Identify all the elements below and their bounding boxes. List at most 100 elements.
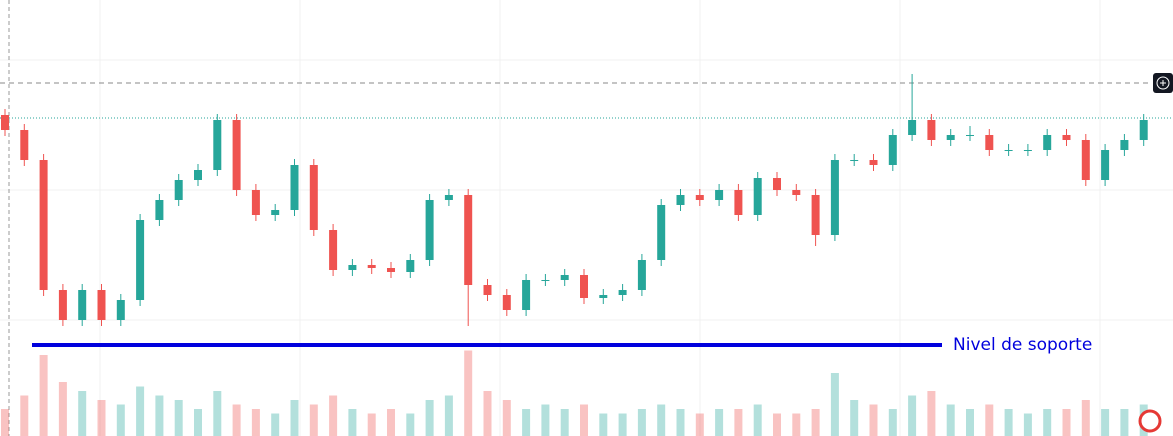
volume-bar (966, 409, 974, 436)
volume-bar (599, 413, 608, 436)
candle-body (1101, 150, 1110, 180)
volume-bar (367, 413, 376, 436)
volume-bar (502, 400, 511, 436)
candle-body (1120, 140, 1129, 150)
volume-bar (541, 404, 550, 436)
candle-body (985, 135, 994, 150)
volume-bar (39, 355, 48, 436)
volume-bar (464, 350, 473, 436)
volume-bar (271, 413, 280, 436)
volume-bar (676, 409, 685, 436)
volume-bar (908, 395, 917, 436)
candle-body (444, 195, 453, 200)
candle-body (194, 170, 202, 180)
candle-body (753, 178, 762, 215)
candle-body (850, 160, 859, 161)
volume-bar (869, 404, 878, 436)
candle-body (773, 178, 781, 190)
candle-body (869, 160, 878, 165)
candle-body (618, 290, 627, 295)
candle-body (695, 195, 704, 200)
volume-bar (290, 400, 299, 436)
candle-body (1139, 120, 1148, 140)
candle-body (348, 265, 357, 270)
volume-bar (753, 404, 762, 436)
candle-body (1043, 135, 1052, 150)
volume-bar (136, 386, 145, 436)
candle-body (367, 265, 376, 268)
candle-body (1081, 140, 1090, 180)
volume-bar (618, 413, 627, 436)
volume-bar (734, 409, 743, 436)
candle-body (155, 200, 164, 220)
candle-body (174, 180, 183, 200)
volume-bar (251, 409, 260, 436)
volume-bar (116, 404, 125, 436)
volume-bar (1023, 413, 1032, 436)
candle-body (1062, 135, 1071, 140)
volume-bar (155, 395, 164, 436)
volume-bar (1120, 409, 1129, 436)
candle-body (20, 130, 29, 160)
volume-bar (194, 409, 202, 436)
candle-body (1004, 150, 1013, 151)
volume-bar (1004, 409, 1013, 436)
candle-body (734, 190, 743, 215)
candle-body (406, 260, 415, 272)
volume-bar (657, 404, 666, 436)
volume-bar (78, 391, 87, 436)
volume-bar (213, 391, 222, 436)
candle-body (483, 285, 492, 295)
candle-body (966, 135, 974, 136)
candle-body (657, 205, 666, 260)
volume-bar (637, 409, 646, 436)
candle-body (116, 300, 125, 320)
candle-body (329, 230, 338, 270)
volume-bar (444, 395, 453, 436)
volume-bar (522, 409, 531, 436)
volume-bar (97, 400, 106, 436)
candle-body (541, 280, 550, 281)
volume-bar (1043, 409, 1052, 436)
candle-body (309, 165, 318, 230)
flag-icon[interactable] (1138, 409, 1162, 433)
add-icon-plus[interactable] (1160, 80, 1166, 86)
candle-body (251, 190, 260, 215)
volume-bar (1101, 409, 1110, 436)
volume-bar (1062, 409, 1071, 436)
candle-body (522, 280, 531, 310)
candle-body (676, 195, 685, 205)
candle-body (908, 120, 917, 135)
volume-bar (232, 404, 241, 436)
volume-bar (946, 404, 955, 436)
candle-body (290, 165, 299, 210)
add-icon[interactable] (1156, 76, 1170, 90)
candle-body (792, 190, 801, 195)
candle-body (271, 210, 280, 215)
candle-body (58, 290, 67, 320)
volume-bar (387, 409, 395, 436)
volume-bar (715, 409, 724, 436)
candle-body (39, 160, 48, 290)
volume-bar (348, 409, 357, 436)
volume-bar (20, 395, 29, 436)
support-label: Nivel de soporte (953, 335, 1092, 355)
candle-body (136, 220, 145, 300)
candle-body (637, 260, 646, 290)
volume-bar (695, 413, 704, 436)
candle-body (811, 195, 820, 235)
candle-body (927, 120, 936, 140)
volume-bar (830, 373, 839, 436)
candle-body (78, 290, 87, 320)
candle-body (97, 290, 106, 320)
volume-bar (58, 382, 67, 436)
candle-body (946, 135, 955, 140)
candle-body (387, 268, 395, 272)
volume-bar (406, 413, 415, 436)
volume-bar (580, 404, 588, 436)
volume-bar (927, 391, 936, 436)
candle-body (464, 195, 473, 285)
volume-bar (483, 391, 492, 436)
